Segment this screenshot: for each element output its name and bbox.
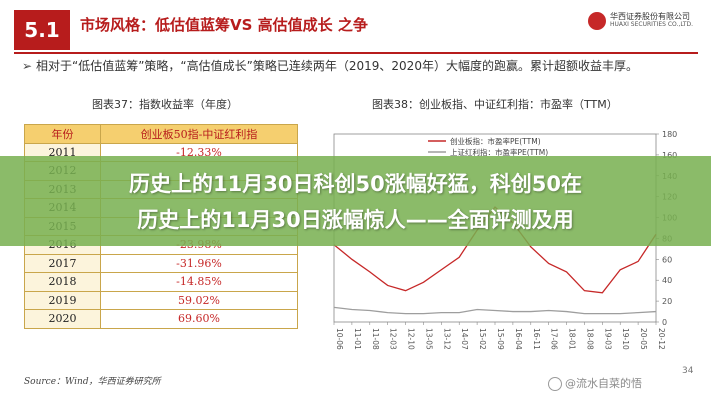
- pe-line-chart: 18016014012010080604020010-0611-0111-081…: [333, 130, 677, 350]
- watermark-text: @流水自菜的悟: [565, 377, 642, 390]
- year-cell: 2018: [24, 272, 101, 292]
- x-tick-label: 18-08: [585, 328, 594, 350]
- table-row: 2018 -14.85%: [24, 272, 298, 292]
- x-tick-label: 19-10: [621, 328, 630, 350]
- watermark: @流水自菜的悟: [548, 375, 642, 391]
- slide-header: 5.1 市场风格：低估值蓝筹VS 高估值成长 之争 华西证券股份有限公司 HUA…: [0, 0, 711, 56]
- source-note: Source：Wind，华西证券研究所: [24, 377, 161, 387]
- title-banner: 历史上的11月30日科创50涨幅好猛，科创50在 历史上的11月30日涨幅惊人—…: [0, 156, 711, 246]
- x-tick-label: 19-03: [603, 328, 612, 350]
- year-cell: 2020: [24, 309, 101, 329]
- value-cell: 69.60%: [100, 309, 298, 329]
- section-title: 市场风格：低估值蓝筹VS 高估值成长 之争: [80, 16, 368, 34]
- y-tick-label: 0: [662, 318, 667, 327]
- table-header-row: 年份 创业板50指-中证红利指: [24, 124, 298, 144]
- year-cell: 2019: [24, 290, 101, 310]
- table-row: 2017 -31.96%: [24, 253, 298, 273]
- value-cell: 59.02%: [100, 290, 298, 310]
- x-tick-label: 16-11: [532, 328, 541, 350]
- bullet-text: 相对于“低估值蓝筹”策略，“高估值成长”策略已连续两年（2019、2020年）大…: [36, 59, 638, 73]
- x-tick-label: 12-10: [407, 328, 416, 350]
- dividend-pe-line: [333, 306, 657, 315]
- y-tick-label: 20: [662, 297, 672, 306]
- legend-entry: 创业板指：市盈率PE(TTM): [450, 136, 541, 146]
- header-divider: [14, 52, 698, 54]
- x-tick-label: 18-01: [568, 328, 577, 350]
- x-tick-label: 11-08: [371, 328, 380, 350]
- x-tick-label: 12-03: [389, 328, 398, 350]
- x-tick-label: 20-05: [639, 328, 648, 350]
- huaxi-logo: 华西证券股份有限公司 HUAXI SECURITIES CO.,LTD.: [588, 10, 698, 32]
- left-figure-caption: 图表37：指数收益率（年度）: [92, 98, 238, 111]
- y-tick-label: 160: [662, 151, 677, 160]
- bullet-point: ➢ 相对于“低估值蓝筹”策略，“高估值成长”策略已连续两年（2019、2020年…: [22, 58, 690, 75]
- x-tick-label: 20-12: [657, 328, 666, 350]
- x-tick-label: 11-01: [353, 328, 362, 350]
- value-cell: -14.85%: [100, 272, 298, 292]
- right-figure-caption: 图表38：创业板指、中证红利指：市盈率（TTM）: [372, 98, 618, 111]
- table-row: 2019 59.02%: [24, 290, 298, 310]
- table-row: 2020 69.60%: [24, 309, 298, 329]
- year-column-header: 年份: [24, 124, 101, 144]
- logo-chinese-name: 华西证券股份有限公司: [610, 12, 690, 21]
- page-number: 34: [682, 366, 694, 376]
- arrow-bullet-icon: ➢: [22, 59, 33, 73]
- x-tick-label: 10-06: [335, 328, 344, 350]
- banner-line-1: 历史上的11月30日科创50涨幅好猛，科创50在: [129, 172, 582, 196]
- huaxi-logo-icon: [588, 12, 606, 30]
- x-tick-label: 14-07: [460, 328, 469, 350]
- legend-entry: 上证红利指：市盈率PE(TTM): [450, 147, 548, 157]
- x-tick-label: 15-02: [478, 328, 487, 350]
- y-tick-label: 180: [662, 130, 677, 139]
- y-tick-label: 40: [662, 276, 672, 285]
- value-cell: -31.96%: [100, 253, 298, 273]
- diff-column-header: 创业板50指-中证红利指: [100, 124, 298, 144]
- x-tick-label: 17-06: [550, 328, 559, 350]
- weibo-logo-icon: [548, 377, 562, 391]
- x-tick-label: 16-04: [514, 328, 523, 350]
- year-cell: 2017: [24, 253, 101, 273]
- y-tick-label: 60: [662, 255, 672, 264]
- x-tick-label: 13-05: [424, 328, 433, 350]
- x-tick-label: 15-09: [496, 328, 505, 350]
- banner-line-2: 历史上的11月30日涨幅惊人——全面评测及用: [137, 208, 574, 232]
- logo-english-name: HUAXI SECURITIES CO.,LTD.: [610, 21, 694, 28]
- section-badge: 5.1: [14, 10, 70, 50]
- x-tick-label: 13-12: [442, 328, 451, 350]
